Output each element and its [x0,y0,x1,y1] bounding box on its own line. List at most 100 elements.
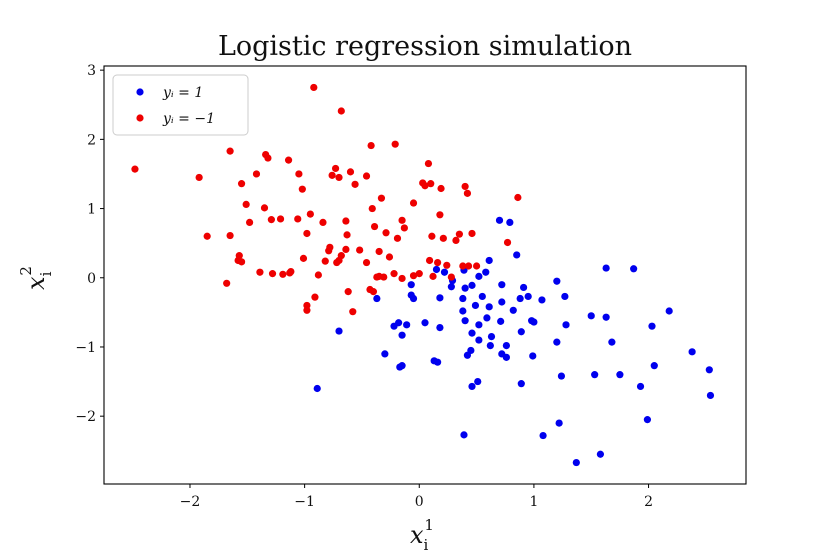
data-point-negative [303,306,311,314]
data-point-positive [482,268,490,276]
data-point-negative [455,230,463,238]
legend-marker-positive [136,88,144,96]
data-point-negative [461,182,469,191]
y-axis-label-sub: i [37,271,55,276]
data-point-positive [539,431,547,440]
data-point-negative [328,171,336,179]
x-tick-label: 1 [529,494,538,510]
data-point-positive [486,341,494,350]
data-point-positive [459,307,467,315]
legend-label-positive: yᵢ = 1 [162,85,203,101]
data-point-negative [343,231,351,239]
data-point-negative [463,189,472,197]
data-point-positive [447,283,455,291]
data-point-positive [468,281,476,289]
data-point-positive [432,265,441,274]
data-point-positive [553,338,561,346]
data-point-positive [561,292,569,301]
data-point-negative [326,243,334,251]
x-tick-label: 2 [644,494,653,510]
data-point-positive [421,319,429,327]
data-point-negative [382,229,390,237]
data-point-negative [344,288,352,296]
data-point-positive [436,294,444,302]
plot-frame [103,65,747,485]
data-point-positive [519,283,528,292]
data-point-negative [452,236,460,244]
x-axis-label-sub: i [424,536,429,554]
data-point-negative [377,194,386,202]
data-point-positive [498,298,506,306]
data-point-negative [415,270,423,278]
data-point-negative [195,173,203,182]
y-tick-label: −1 [75,340,96,356]
y-axis-label-base: x [22,276,50,290]
y-tick-label: −2 [75,409,96,425]
data-point-negative [256,268,264,276]
data-point-positive [459,294,467,303]
data-point-positive [665,307,673,315]
data-point-negative [436,211,444,219]
data-point-negative [409,199,418,207]
data-point-positive [557,372,566,380]
data-point-positive [498,281,506,289]
data-point-negative [337,107,345,115]
data-point-positive [516,294,524,303]
data-point-positive [688,348,696,356]
data-point-positive [497,317,505,325]
data-point-negative [367,141,375,150]
data-point-positive [643,416,652,424]
data-point-negative [286,269,294,277]
data-point-negative [421,182,429,190]
data-point-positive [602,264,610,272]
data-point-positive [596,450,605,458]
data-point-positive [460,431,468,439]
y-tick-label: 1 [87,202,96,218]
legend-box [112,74,249,136]
data-point-positive [313,384,321,393]
data-point-positive [373,294,381,303]
data-point-positive [398,362,406,370]
data-point-negative [385,253,394,261]
data-point-positive [650,362,658,370]
data-point-negative [335,173,343,182]
data-point-positive [474,377,482,386]
x-axis-label: xi 1 [410,516,434,554]
data-point-positive [529,352,537,360]
data-point-negative [366,285,374,294]
data-point-negative [226,147,234,155]
data-point-negative [468,229,476,238]
data-point-negative [368,204,376,213]
data-point-negative [424,159,433,168]
legend-label-negative: yᵢ = −1 [162,111,215,127]
data-point-negative [400,224,408,232]
data-point-negative [503,238,512,247]
y-tick-label: 2 [87,132,96,148]
data-point-negative [303,229,311,238]
data-point-negative [331,164,340,173]
data-point-negative [310,83,318,92]
data-point-positive [636,382,645,391]
data-point-positive [705,366,713,374]
data-point-negative [226,231,234,240]
data-point-negative [235,252,243,260]
data-point-negative [398,216,406,224]
data-point-negative [335,256,343,265]
data-point-positive [461,317,469,325]
data-point-positive [517,328,525,336]
y-axis-label-sup: 2 [17,266,35,276]
y-axis: −2 −1 0 1 2 3 [75,63,104,425]
data-point-negative [356,246,364,254]
data-point-negative [311,293,319,301]
data-point-positive [517,380,525,388]
data-point-positive [468,329,476,337]
data-point-positive [506,218,514,227]
data-point-negative [264,154,272,162]
legend: yᵢ = 1 yᵢ = −1 [112,74,249,136]
data-point-negative [443,261,451,269]
data-point-positive [475,336,483,344]
data-point-positive [630,265,638,273]
data-point-negative [427,180,435,188]
data-point-positive [434,358,442,366]
data-point-positive [485,256,493,265]
